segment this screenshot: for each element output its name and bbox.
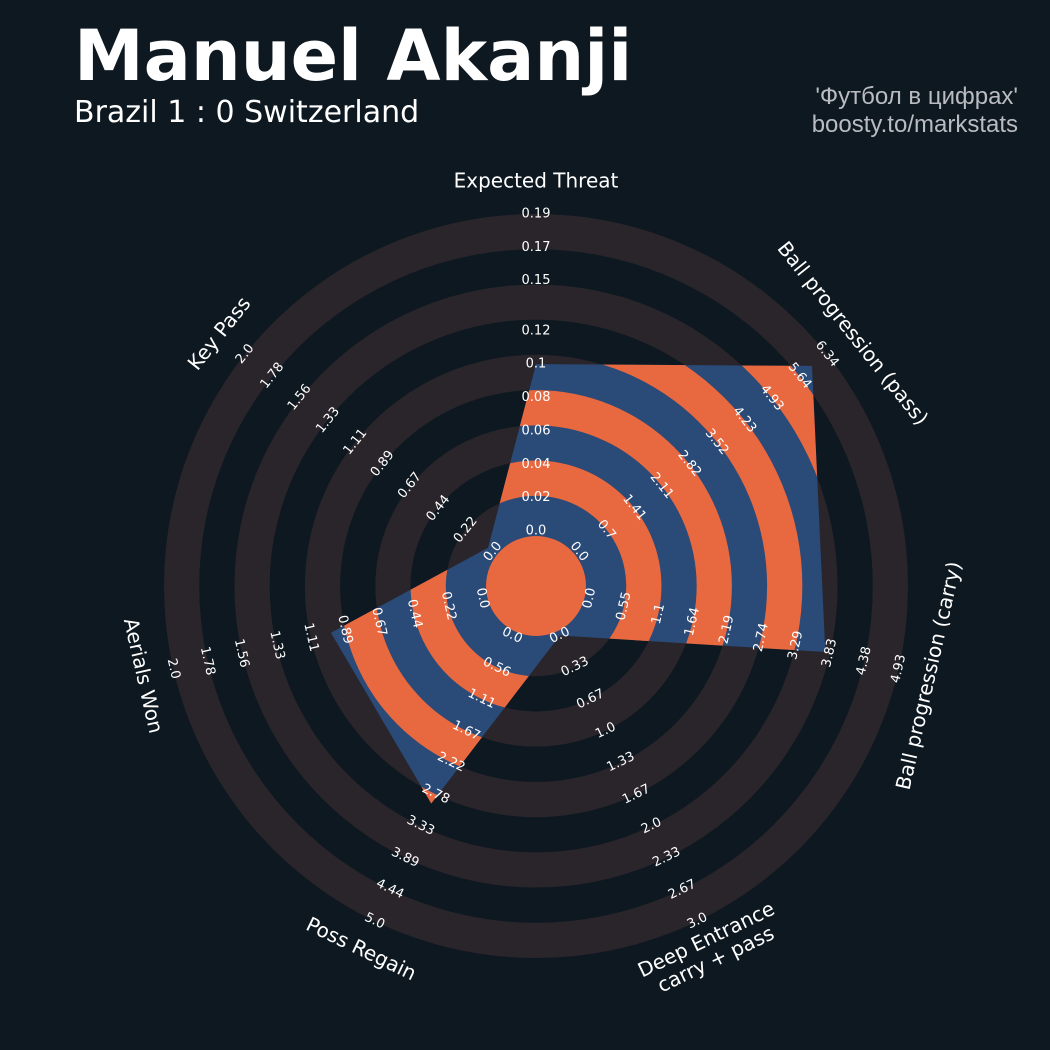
tick-label: 1.33 bbox=[266, 629, 287, 661]
tick-label: 0.55 bbox=[614, 590, 635, 622]
tick-label: 0.08 bbox=[522, 390, 551, 405]
credit: boosty.to/markstats bbox=[812, 111, 1018, 138]
axis-label: Expected Threat bbox=[454, 169, 619, 193]
center-circle bbox=[486, 536, 586, 636]
tick-label: 1.11 bbox=[300, 622, 321, 654]
tick-label: 0.0 bbox=[580, 586, 599, 610]
tick-label: 0.44 bbox=[404, 598, 425, 630]
credit: 'Футбол в цифрах' bbox=[815, 83, 1018, 110]
tick-label: 2.74 bbox=[751, 622, 772, 654]
chart-title: Manuel Akanji bbox=[74, 15, 632, 97]
tick-label: 0.06 bbox=[522, 423, 551, 438]
tick-label: 1.64 bbox=[682, 606, 703, 638]
chart-subtitle: Brazil 1 : 0 Switzerland bbox=[74, 95, 419, 130]
tick-label: 2.19 bbox=[716, 614, 737, 646]
tick-label: 1.56 bbox=[231, 637, 252, 669]
tick-label: 0.17 bbox=[522, 240, 551, 255]
tick-label: 0.67 bbox=[368, 606, 389, 638]
tick-label: 3.29 bbox=[785, 630, 806, 662]
tick-label: 2.0 bbox=[164, 657, 183, 681]
tick-label: 0.1 bbox=[526, 357, 547, 372]
tick-label: 0.0 bbox=[473, 586, 492, 610]
tick-label: 4.93 bbox=[888, 653, 909, 685]
tick-label: 0.19 bbox=[522, 207, 551, 222]
tick-label: 1.1 bbox=[649, 602, 668, 626]
tick-label: 1.78 bbox=[197, 645, 218, 677]
tick-label: 0.22 bbox=[438, 590, 459, 622]
tick-label: 3.83 bbox=[819, 637, 840, 669]
tick-label: 0.12 bbox=[522, 323, 551, 338]
tick-label: 4.38 bbox=[854, 645, 875, 677]
tick-label: 0.0 bbox=[526, 524, 547, 539]
tick-label: 0.04 bbox=[522, 457, 551, 472]
tick-label: 0.02 bbox=[522, 490, 551, 505]
tick-label: 0.89 bbox=[334, 614, 355, 646]
tick-label: 0.15 bbox=[522, 273, 551, 288]
